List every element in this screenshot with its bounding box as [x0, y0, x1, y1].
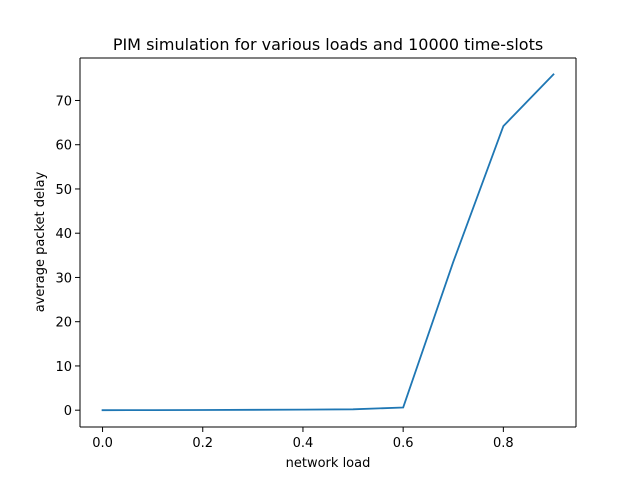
y-tick-label: 20: [55, 316, 72, 331]
y-tick-label: 0: [64, 404, 72, 419]
y-tick-label: 30: [55, 271, 72, 286]
chart-title: PIM simulation for various loads and 100…: [113, 35, 543, 54]
x-tick-label: 0.0: [92, 436, 113, 451]
x-tick-label: 0.2: [192, 436, 213, 451]
y-tick-label: 10: [55, 360, 72, 375]
series-line-0: [101, 73, 555, 412]
y-axis-label: average packet delay: [33, 171, 48, 312]
y-tick-label: 60: [55, 139, 72, 154]
x-tick-label: 0.4: [293, 436, 314, 451]
y-tick-label: 50: [55, 183, 72, 198]
x-tick-label: 0.8: [493, 436, 514, 451]
x-axis-label: network load: [286, 456, 371, 471]
y-tick-label: 40: [55, 227, 72, 242]
x-tick-label: 0.6: [393, 436, 414, 451]
plot-area: 0.0 0.2 0.4 0.6 0.8 0 10 20 30 40 50 60 70: [55, 57, 577, 451]
y-tick-label: 70: [55, 94, 72, 109]
